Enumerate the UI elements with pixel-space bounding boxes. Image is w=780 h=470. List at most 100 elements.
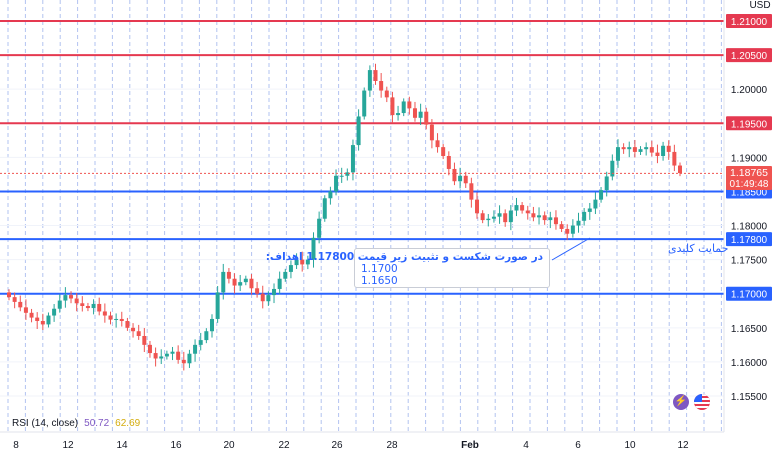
price-tick-label: 1.20000 [731,85,768,96]
candle-body [204,331,209,341]
candle-body [74,298,79,304]
candle-body [125,320,130,328]
time-axis[interactable]: 8 12 14 16 20 22 26 28 Feb 4 6 10 12 [13,440,689,451]
time-tick-label: 12 [677,440,689,451]
candle-body [638,149,643,152]
annotation-box[interactable]: در صورت شکست و تثبیت زیر قیمت 1.17800 اه… [266,248,550,288]
candle-body [514,205,519,211]
candle-body [429,124,434,141]
price-tick-label: 1.18000 [731,222,768,233]
candle-body [384,90,389,98]
candle-body [305,259,310,265]
candle-body [35,317,40,321]
candle-body [52,308,57,316]
us-flag-icon[interactable] [694,394,710,410]
candle-body [542,215,547,221]
time-tick-label: 22 [278,440,290,451]
time-tick-label: 14 [116,440,128,451]
time-tick-label: Feb [461,440,479,451]
candle-body [57,300,62,309]
candle-body [503,213,508,223]
candle-body [288,265,293,272]
candle-body [40,320,45,325]
candle-body [193,344,198,354]
candle-body [114,318,119,320]
candle-body [407,101,412,109]
candle-body [215,292,220,319]
candle-body [18,301,23,308]
vertical-gridlines [7,0,722,432]
candle-body [85,305,90,309]
candle-body [350,145,355,173]
candle-body [672,151,677,166]
candle-body [632,147,637,152]
time-tick-label: 8 [13,440,19,451]
candles [0,63,724,371]
price-level-label: 1.20500 [731,51,768,62]
candle-body [181,359,186,364]
candle-body [176,351,181,360]
price-level-tag [726,232,772,247]
candle-body [373,70,378,81]
candle-body [520,205,525,211]
price-axis[interactable]: 1.15500 1.16000 1.16500 1.17000 1.17500 1.178… [726,14,772,403]
candle-body [317,218,322,238]
candle-body [604,176,609,191]
candle-body [615,147,620,161]
candle-body [283,271,288,279]
candle-body [277,278,282,289]
candle-body [463,175,468,184]
price-level-label: 1.21000 [731,17,768,28]
price-level-tag [726,14,772,28]
candle-body [678,165,682,174]
time-tick-label: 12 [62,440,74,451]
lightning-icon[interactable]: ⚡ [673,394,689,410]
candle-body [80,303,85,306]
price-tick-label: 1.16000 [731,358,768,369]
candle-body [159,356,164,359]
candle-body [418,111,423,118]
candle-body [508,210,513,223]
candle-body [221,271,226,293]
candle-body [46,315,51,325]
candle-body [187,353,192,364]
price-level-label: 1.17000 [731,290,768,301]
candle-body [147,344,152,354]
time-tick-label: 4 [523,440,529,451]
candle-body [565,228,570,234]
candle-body [553,217,558,225]
candle-body [446,155,451,169]
countdown-timer: 01:49:48 [730,179,769,190]
candle-body [390,97,395,116]
time-tick-label: 20 [223,440,235,451]
candle-body [136,331,141,336]
plot-area[interactable] [0,0,724,432]
candle-body [238,282,243,286]
candle-body [367,70,372,91]
candle-body [570,225,575,234]
price-tick-label: 1.15500 [731,392,768,403]
candle-body [226,271,231,279]
candle-body [153,353,158,359]
rsi-label: RSI (14, close) [12,418,79,429]
candle-body [531,213,536,218]
candle-body [29,312,34,318]
rsi-legend[interactable]: RSI (14, close) 50.72 62.69 [12,418,140,429]
candle-body [198,340,203,345]
candle-body [587,208,592,212]
candle-body [458,175,463,182]
candle-body [486,218,491,221]
time-tick-label: 10 [624,440,636,451]
candle-body [537,215,542,218]
candle-body [232,278,237,286]
candle-body [334,175,339,192]
candle-body [644,147,649,150]
price-level-label: 1.19500 [731,119,768,130]
candle-body [328,191,333,199]
candle-body [69,295,74,299]
candle-body [272,288,277,296]
candle-body [322,198,327,219]
candle-body [480,213,485,221]
candle-body [469,183,474,200]
